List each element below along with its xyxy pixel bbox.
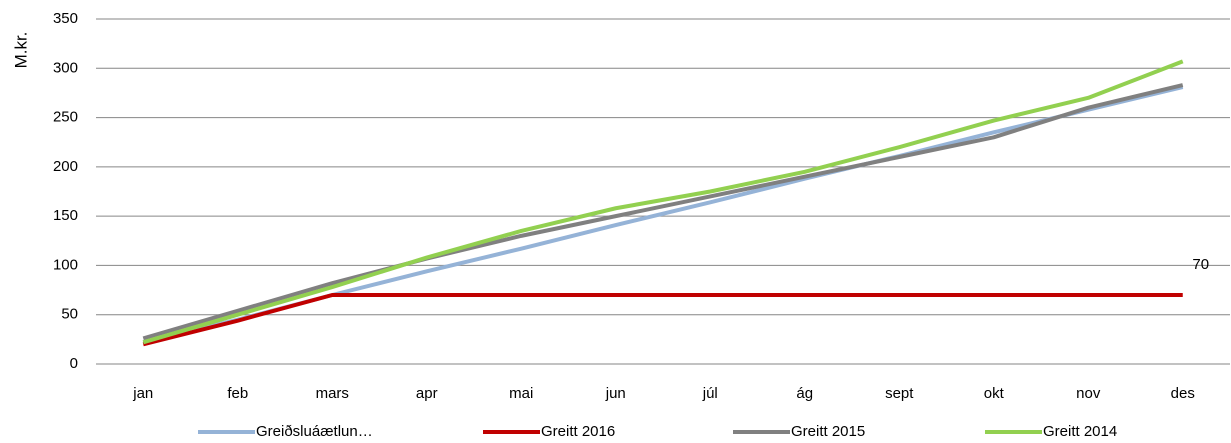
x-tick-label: júl	[702, 385, 718, 402]
legend-label: Greitt 2014	[1043, 423, 1117, 440]
y-tick-label: 350	[53, 10, 78, 27]
x-tick-label: nov	[1076, 385, 1101, 402]
y-axis-label: M.kr.	[11, 32, 30, 69]
x-tick-label: mai	[509, 385, 533, 402]
y-tick-label: 50	[61, 306, 78, 323]
x-tick-label: sept	[885, 385, 914, 402]
series-line	[142, 59, 1184, 345]
x-tick-label: jun	[605, 385, 626, 402]
y-tick-label: 250	[53, 109, 78, 126]
x-tick-label: okt	[984, 385, 1005, 402]
y-tick-label: 200	[53, 158, 78, 175]
x-tick-label: apr	[416, 385, 438, 402]
x-tick-label: ág	[796, 385, 813, 402]
data-label: 70	[1192, 256, 1209, 273]
legend-label: Greiðsluáætlun…	[256, 423, 373, 440]
series-line	[142, 293, 1183, 347]
y-tick-label: 300	[53, 59, 78, 76]
y-tick-label: 0	[70, 355, 78, 372]
series-line	[142, 83, 1184, 341]
x-tick-label: mars	[316, 385, 349, 402]
legend-label: Greitt 2015	[791, 423, 865, 440]
legend-label: Greitt 2016	[541, 423, 615, 440]
x-tick-label: feb	[227, 385, 248, 402]
x-tick-label: des	[1171, 385, 1195, 402]
y-tick-label: 150	[53, 207, 78, 224]
x-tick-label: jan	[132, 385, 153, 402]
y-tick-label: 100	[53, 256, 78, 273]
